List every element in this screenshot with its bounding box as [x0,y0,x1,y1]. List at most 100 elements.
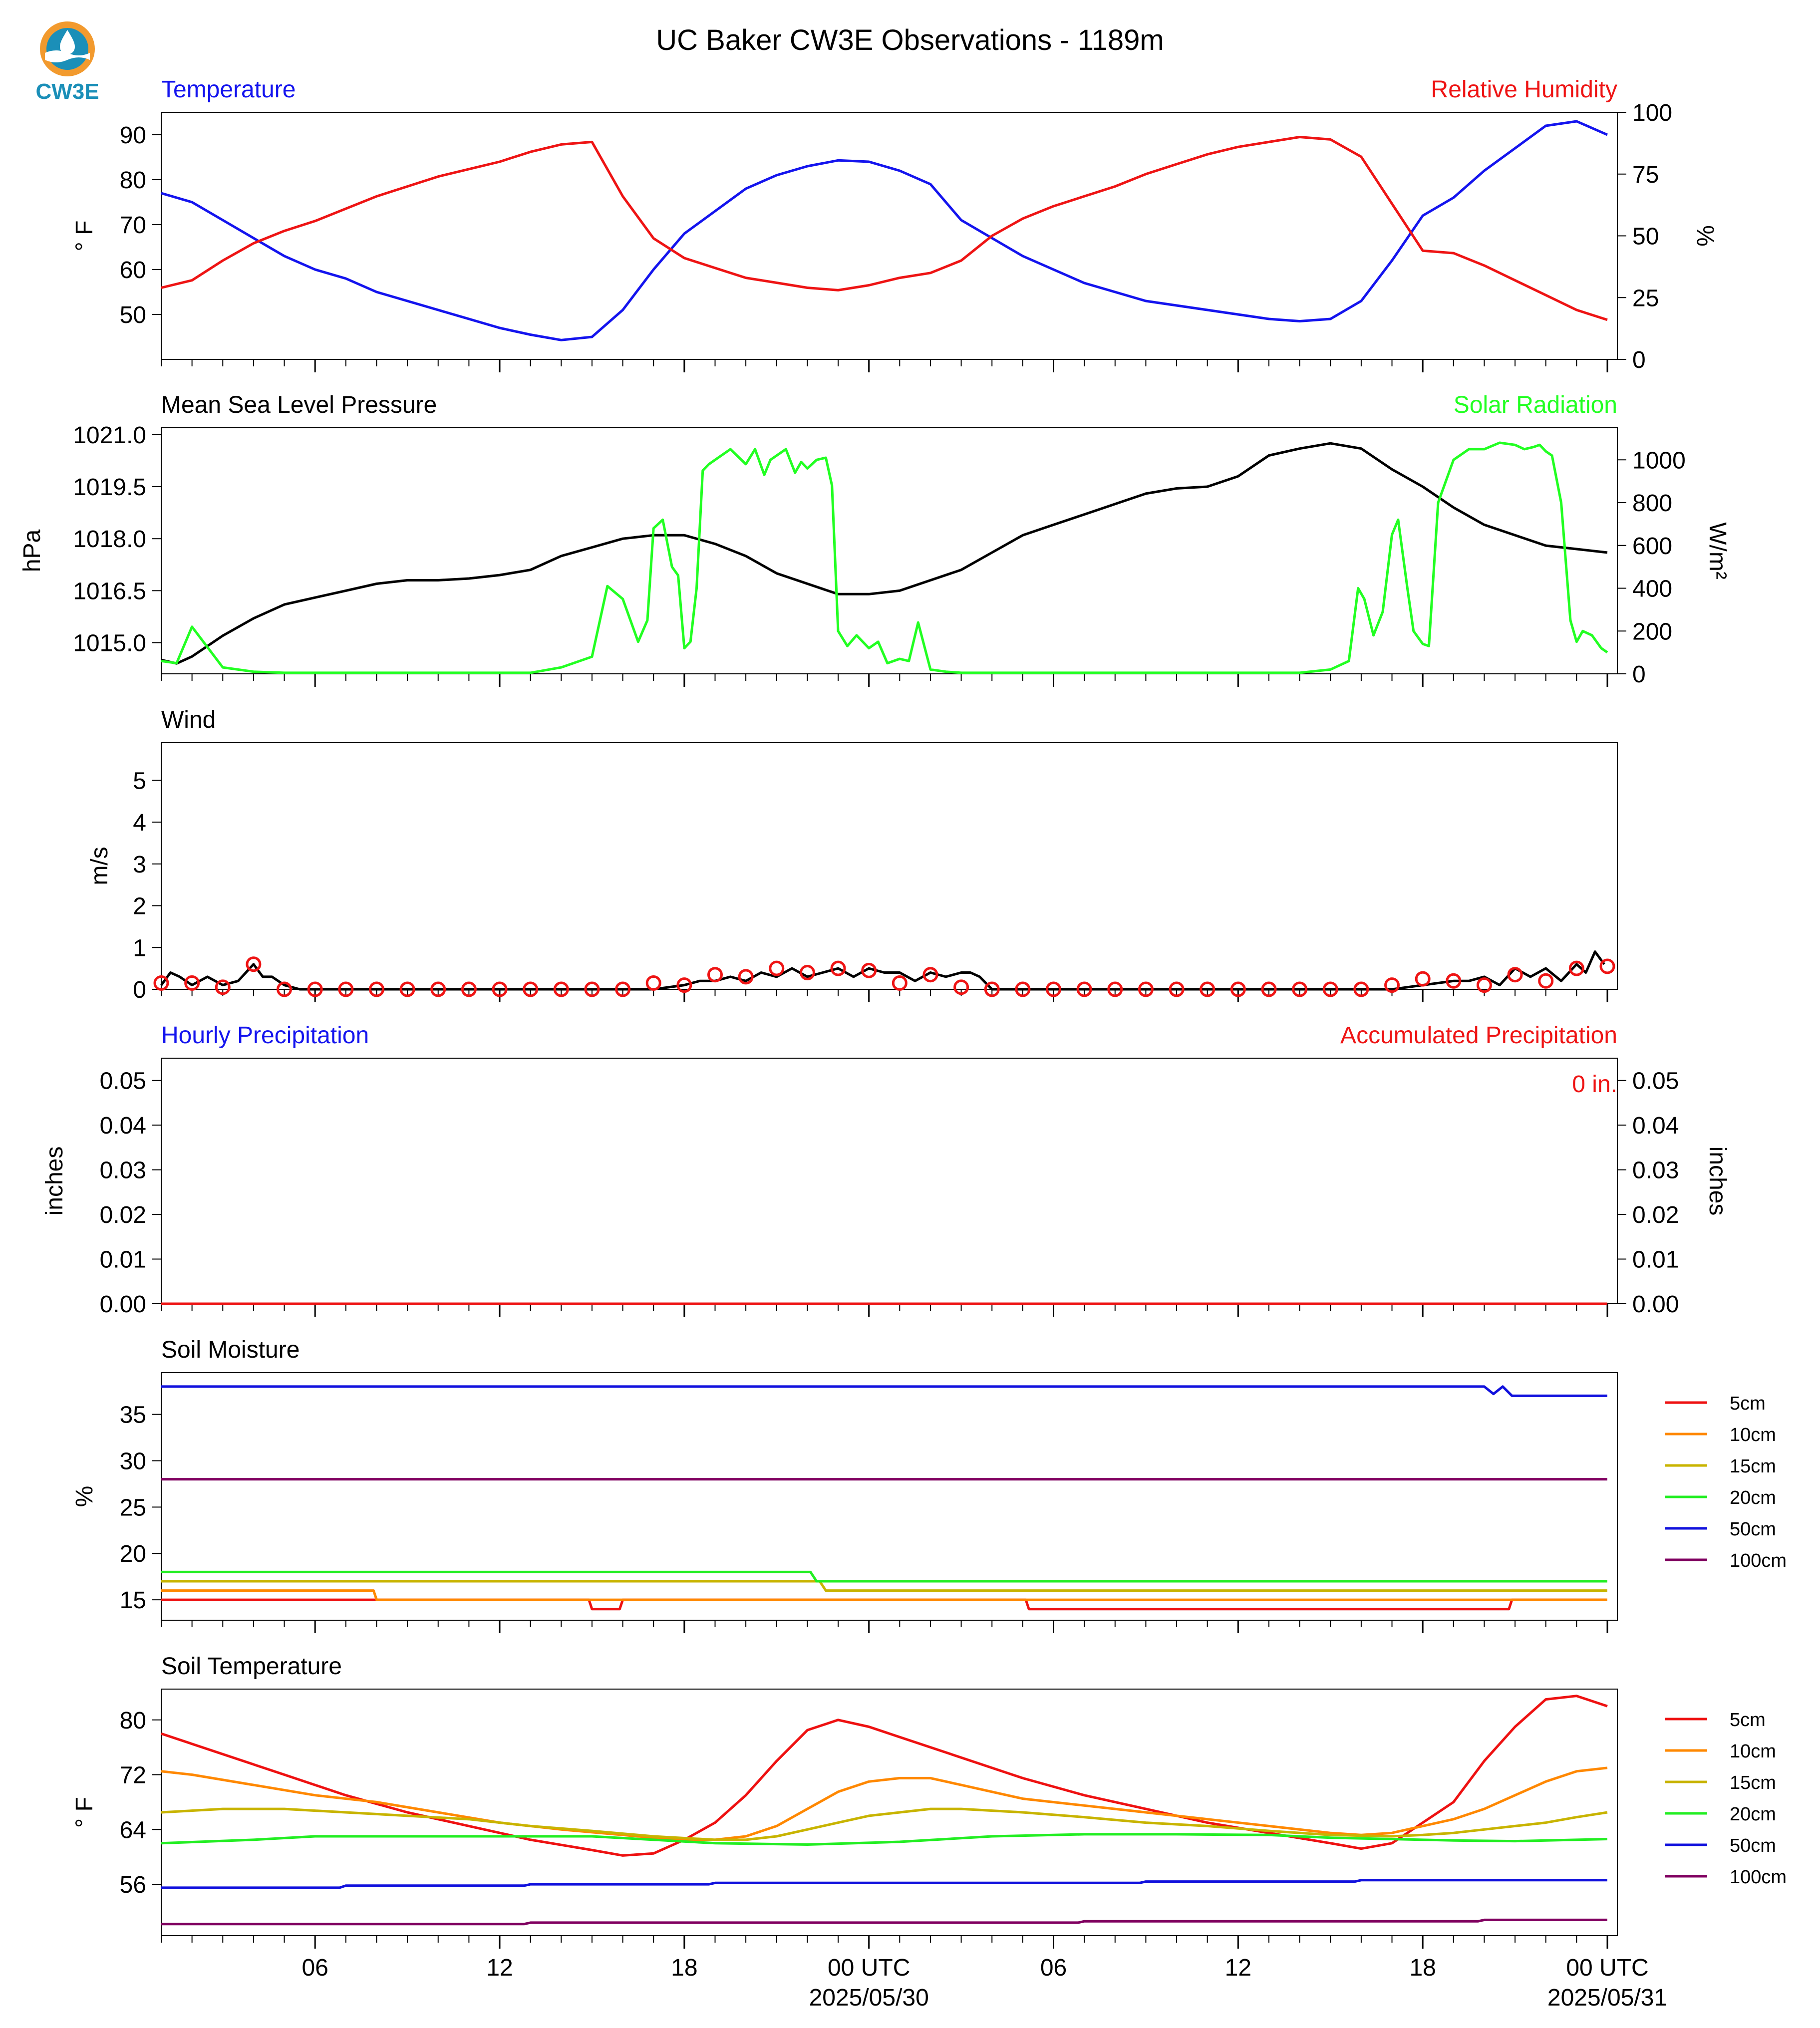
legend-label: 100cm [1730,1550,1787,1571]
y-left-tick-label: 0.03 [100,1158,146,1184]
gust-marker [338,981,354,997]
gust-marker [430,981,446,997]
y-left-tick-label: 90 [120,122,146,149]
y-left-axis-label: inches [41,1147,68,1216]
y-left-tick-label: 72 [120,1762,146,1789]
gust-marker [277,981,293,997]
y-left-tick-label: 25 [120,1494,146,1521]
y-left-tick-label: 5 [133,768,146,794]
gust-marker [1476,977,1492,993]
panel-soil_moisture: Soil Moisture1520253035%5cm10cm15cm20cm5… [71,1337,1787,1633]
y-right-tick-label: 0.05 [1632,1068,1679,1095]
series-line-mean-sea-level-pressure [161,442,1608,665]
series-line-5cm [161,1598,1607,1611]
panel-title-left: Mean Sea Level Pressure [161,392,437,418]
gust-marker [707,967,723,983]
series-line-50cm [161,1879,1607,1889]
series-line-solar-radiation [161,441,1608,674]
legend-label: 10cm [1730,1741,1776,1762]
y-left-tick-label: 1016.5 [73,578,146,604]
gust-marker [307,981,323,997]
legend-label: 10cm [1730,1425,1776,1446]
y-right-tick-label: 75 [1632,162,1659,188]
y-left-tick-label: 0.02 [100,1202,146,1228]
y-left-tick-label: 56 [120,1872,146,1898]
gust-marker [738,969,754,985]
gust-marker [1230,981,1246,997]
x-tick-label: 00 UTC [828,1955,910,1981]
axes-frame [161,1058,1618,1304]
y-right-tick-label: 0.03 [1632,1158,1679,1184]
y-right-tick-label: 0.02 [1632,1202,1679,1228]
y-left-tick-label: 70 [120,212,146,239]
gust-marker [1107,981,1123,997]
y-left-tick-label: 20 [120,1541,146,1567]
x-tick-label: 18 [671,1955,697,1981]
y-left-tick-label: 80 [120,167,146,194]
gust-marker [184,975,200,991]
legend-label: 15cm [1730,1456,1776,1477]
panel-title-left: Soil Temperature [161,1653,342,1680]
y-left-tick-label: 60 [120,257,146,284]
gust-marker [1599,958,1615,974]
y-right-axis-label: inches [1704,1147,1731,1216]
y-left-tick-label: 0.00 [100,1291,146,1318]
panel-title-left: Hourly Precipitation [161,1022,369,1049]
y-left-tick-label: 1018.0 [73,526,146,553]
y-right-tick-label: 800 [1632,490,1672,517]
gust-marker [1353,981,1369,997]
y-right-tick-label: 0 [1632,661,1646,688]
x-tick-label: 06 [1040,1955,1067,1981]
gust-marker [645,975,661,991]
legend-label: 20cm [1730,1804,1776,1825]
axes-frame [161,427,1618,674]
axes-frame [161,112,1618,360]
y-left-tick-label: 1019.5 [73,474,146,501]
y-right-tick-label: 0.00 [1632,1291,1679,1318]
y-right-tick-label: 0.04 [1632,1113,1679,1139]
legend-label: 5cm [1730,1393,1766,1414]
series-line-relative-humidity [161,136,1608,321]
y-left-axis-label: ° F [71,1797,98,1828]
y-right-tick-label: 100 [1632,100,1672,126]
y-right-tick-label: 25 [1632,285,1659,311]
gust-marker [676,977,692,993]
gust-marker [1446,973,1462,989]
y-right-tick-label: 400 [1632,576,1672,602]
y-left-tick-label: 0.05 [100,1068,146,1095]
panels: Temperature Relative Humidity506070809002… [19,76,1787,2011]
logo-drop-icon [60,30,75,54]
y-right-tick-label: 600 [1632,533,1672,560]
x-tick-label: 12 [1225,1955,1251,1981]
panel-precipitation: Hourly Precipitation Accumulated Precipit… [41,1022,1731,1318]
y-left-tick-label: 2 [133,893,146,920]
gust-marker [953,979,969,995]
gust-marker [1046,981,1062,997]
y-left-tick-label: 0.01 [100,1247,146,1273]
gust-marker [1322,981,1338,997]
series-line-temperature [161,120,1608,341]
accumulated-total-annotation: 0 in. [1572,1071,1617,1098]
gust-marker [461,981,477,997]
gust-marker [584,981,600,997]
gust-marker [523,981,539,997]
logo-wave [45,50,90,62]
y-left-axis-label: hPa [19,529,45,572]
panel-pressure_solar: Mean Sea Level Pressure Solar Radiation 10… [19,392,1731,688]
y-left-tick-label: 1015.0 [73,630,146,657]
gust-marker [1538,973,1554,989]
gust-marker [1169,981,1185,997]
y-right-tick-label: 0 [1632,347,1646,373]
axes-frame [161,1372,1618,1621]
panel-title-left: Wind [161,707,216,733]
series-line-5cm [161,1695,1608,1857]
gust-marker [1384,977,1400,993]
gust-marker [1568,960,1584,976]
gust-marker [1200,981,1215,997]
y-right-tick-label: 1000 [1632,447,1686,474]
panel-title-left: Temperature [161,76,296,103]
gust-marker [922,967,938,983]
gust-marker [1076,981,1092,997]
y-left-tick-label: 4 [133,810,146,836]
y-left-tick-label: 50 [120,302,146,328]
